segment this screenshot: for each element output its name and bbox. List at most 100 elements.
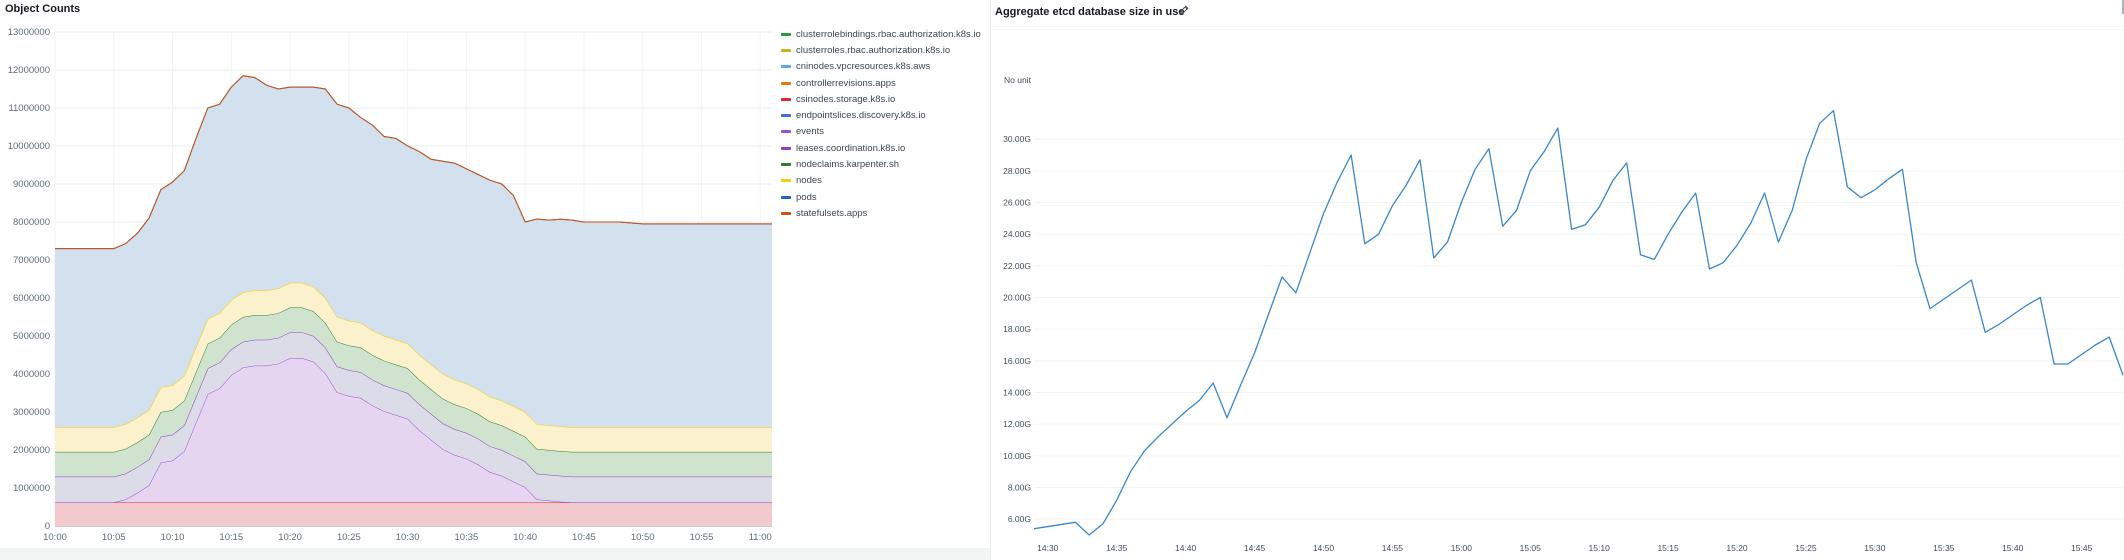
- x-tick-label: 10:15: [219, 532, 243, 543]
- x-tick-label: 15:10: [1589, 543, 1611, 553]
- y-tick-label: 6.00G: [1008, 514, 1031, 524]
- x-tick-label: 14:40: [1175, 543, 1197, 553]
- panel-edge-marker: [2122, 0, 2124, 14]
- x-tick-label: 15:25: [1795, 543, 1817, 553]
- y-tick-label: 9000000: [13, 179, 50, 190]
- x-tick-label: 15:40: [2002, 543, 2024, 553]
- x-tick-label: 15:20: [1726, 543, 1748, 553]
- y-tick-label: 16.00G: [1003, 356, 1031, 366]
- x-tick-label: 15:15: [1657, 543, 1679, 553]
- legend-item[interactable]: nodes: [781, 173, 981, 189]
- panel-title: Object Counts: [5, 3, 81, 15]
- area-series-fill: [55, 282, 772, 452]
- edit-icon[interactable]: [1178, 4, 1190, 16]
- x-tick-label: 10:40: [513, 532, 537, 543]
- y-tick-label: 4000000: [13, 369, 50, 380]
- legend-swatch: [781, 211, 791, 215]
- x-tick-label: 10:10: [161, 532, 185, 543]
- y-tick-label: 6000000: [13, 293, 50, 304]
- y-tick-label: 13000000: [8, 27, 50, 38]
- area-series-fill: [55, 75, 772, 428]
- x-tick-label: 14:45: [1244, 543, 1266, 553]
- area-series-fill: [55, 332, 772, 503]
- chart-legend: clusterrolebindings.rbac.authorization.k…: [781, 26, 981, 222]
- y-tick-label: 18.00G: [1003, 324, 1031, 334]
- y-tick-label: 26.00G: [1003, 198, 1031, 208]
- legend-item[interactable]: pods: [781, 189, 981, 205]
- y-tick-label: 8.00G: [1008, 483, 1031, 493]
- x-tick-label: 11:00: [749, 532, 772, 543]
- x-tick-label: 15:30: [1864, 543, 1886, 553]
- y-tick-label: 3000000: [13, 407, 50, 418]
- legend-label: pods: [796, 191, 817, 203]
- legend-item[interactable]: leases.coordination.k8s.io: [781, 140, 981, 156]
- line-series: [1033, 110, 2124, 536]
- legend-swatch: [781, 195, 791, 199]
- legend-item[interactable]: clusterroles.rbac.authorization.k8s.io: [781, 42, 981, 58]
- panel-header: [992, 0, 2124, 27]
- etcd-size-chart: No unit 6.00G 8.00G 10.00G 12.00G 14.00G 16.00…: [1003, 75, 2124, 553]
- y-tick-label: 14.00G: [1003, 388, 1031, 398]
- x-tick-label: 10:00: [43, 532, 67, 543]
- x-tick-label: 10:30: [396, 532, 420, 543]
- legend-label: controllerrevisions.apps: [796, 77, 896, 89]
- y-tick-label: 28.00G: [1003, 166, 1031, 176]
- legend-swatch: [781, 130, 791, 134]
- scrollbar-track[interactable]: [0, 548, 990, 560]
- legend-swatch: [781, 65, 791, 69]
- area-series-line: [55, 75, 772, 250]
- legend-label: cninodes.vpcresources.k8s.aws: [796, 61, 931, 73]
- y-tick-label: 11000000: [8, 103, 50, 114]
- legend-item[interactable]: controllerrevisions.apps: [781, 75, 981, 91]
- legend-item[interactable]: nodeclaims.karpenter.sh: [781, 156, 981, 172]
- legend-swatch: [781, 146, 791, 150]
- legend-swatch: [781, 114, 791, 118]
- area-series-fill: [55, 307, 772, 477]
- x-tick-label: 15:35: [1933, 543, 1955, 553]
- legend-item[interactable]: cninodes.vpcresources.k8s.aws: [781, 59, 981, 75]
- y-tick-label: 7000000: [13, 255, 50, 266]
- legend-item[interactable]: clusterrolebindings.rbac.authorization.k…: [781, 26, 981, 42]
- legend-label: csinodes.storage.k8s.io: [796, 93, 896, 105]
- x-tick-label: 10:35: [455, 532, 479, 543]
- y-tick-label: 20.00G: [1003, 293, 1031, 303]
- legend-label: nodes: [796, 175, 822, 187]
- x-tick-label: 10:20: [278, 532, 302, 543]
- x-tick-label: 14:55: [1382, 543, 1404, 553]
- legend-label: endpointslices.discovery.k8s.io: [796, 110, 926, 122]
- x-tick-label: 14:50: [1313, 543, 1335, 553]
- y-tick-label: 24.00G: [1003, 229, 1031, 239]
- legend-swatch: [781, 32, 791, 36]
- legend-label: statefulsets.apps: [796, 207, 868, 219]
- etcd-size-panel: Aggregate etcd database size in use No u…: [992, 0, 2124, 560]
- legend-swatch: [781, 81, 791, 85]
- y-tick-label: 2000000: [13, 445, 50, 456]
- legend-item[interactable]: endpointslices.discovery.k8s.io: [781, 107, 981, 123]
- y-unit-label: No unit: [1004, 75, 1032, 85]
- y-tick-label: 5000000: [13, 331, 50, 342]
- y-tick-label: 10.00G: [1003, 451, 1031, 461]
- object-counts-chart: 0 1000000 2000000 3000000 4000000 5000000 6000…: [8, 27, 772, 543]
- y-tick-label: 1000000: [13, 483, 50, 494]
- legend-swatch: [781, 163, 791, 167]
- y-tick-label: 0: [45, 521, 50, 532]
- legend-swatch: [781, 179, 791, 183]
- legend-swatch: [781, 48, 791, 52]
- y-tick-label: 30.00G: [1003, 134, 1031, 144]
- x-tick-label: 10:25: [337, 532, 361, 543]
- legend-item[interactable]: events: [781, 124, 981, 140]
- legend-label: leases.coordination.k8s.io: [796, 142, 906, 154]
- legend-label: clusterrolebindings.rbac.authorization.k…: [796, 28, 981, 40]
- x-tick-label: 10:55: [690, 532, 714, 543]
- legend-swatch: [781, 97, 791, 101]
- x-tick-label: 10:50: [631, 532, 655, 543]
- x-tick-label: 15:45: [2071, 543, 2093, 553]
- legend-item[interactable]: statefulsets.apps: [781, 205, 981, 221]
- x-tick-label: 14:35: [1106, 543, 1128, 553]
- area-series-fill: [55, 358, 772, 503]
- x-tick-label: 10:05: [102, 532, 126, 543]
- legend-item[interactable]: csinodes.storage.k8s.io: [781, 91, 981, 107]
- y-tick-label: 22.00G: [1003, 261, 1031, 271]
- y-tick-label: 8000000: [13, 217, 50, 228]
- y-tick-label: 10000000: [8, 141, 50, 152]
